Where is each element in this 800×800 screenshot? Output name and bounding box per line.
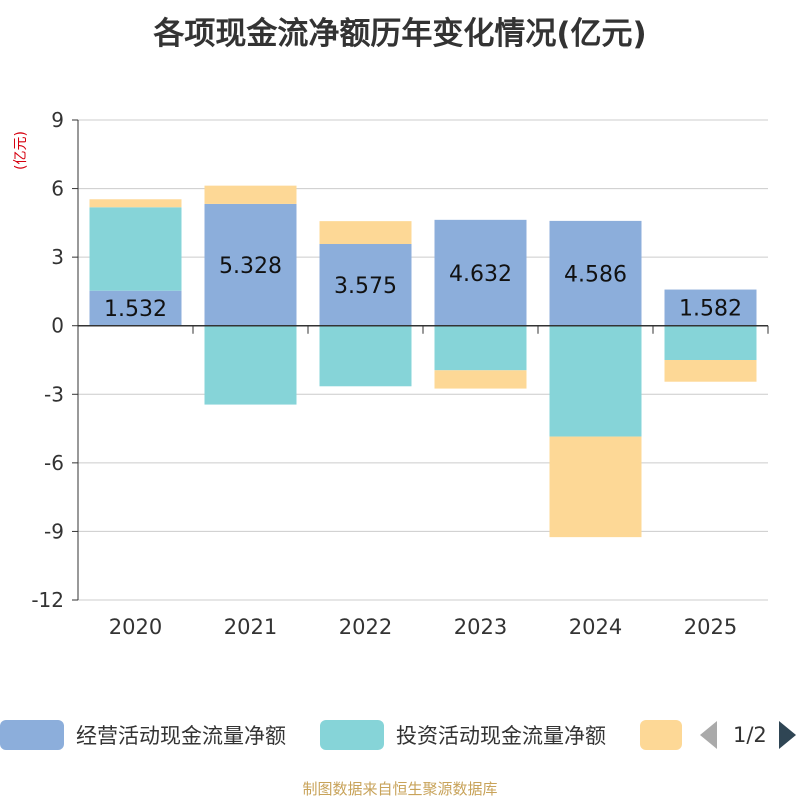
legend-swatch-operating bbox=[0, 720, 64, 750]
x-tick-label: 2022 bbox=[339, 615, 392, 639]
x-tick-label: 2021 bbox=[224, 615, 277, 639]
bar-data-label: 3.575 bbox=[334, 274, 397, 299]
legend-item-investing[interactable]: 投资活动现金流量净额 bbox=[320, 718, 606, 752]
legend-item-operating[interactable]: 经营活动现金流量净额 bbox=[0, 718, 286, 752]
chart-canvas: 9 6 3 0 -3 -6 -9 -12 1.532 5.328 3.575 4.632 4.586 1.… bbox=[31, 108, 769, 639]
bar-series-0-2021 bbox=[204, 203, 297, 326]
bar-series-0-2020 bbox=[89, 290, 182, 326]
x-tick-label: 2025 bbox=[684, 615, 737, 639]
bar-series-2-2020 bbox=[89, 199, 182, 208]
bar-series-1-2024 bbox=[549, 325, 642, 437]
y-tick-label: 3 bbox=[51, 245, 64, 269]
x-tick-label: 2020 bbox=[109, 615, 162, 639]
bar-data-label: 4.586 bbox=[564, 262, 627, 287]
bar-series-0-2023 bbox=[434, 219, 527, 326]
bar-series-2-2021 bbox=[204, 185, 297, 204]
bar-series-2-2022 bbox=[319, 221, 412, 244]
bar-series-1-2021 bbox=[204, 325, 297, 405]
legend-pager: 1/2 bbox=[700, 718, 796, 752]
y-tick-label: -12 bbox=[31, 588, 64, 612]
legend-swatch-financing bbox=[640, 720, 682, 750]
legend-swatch-investing bbox=[320, 720, 384, 750]
bar-series-1-2023 bbox=[434, 325, 527, 371]
bar-series-1-2020 bbox=[89, 207, 182, 291]
legend-item-financing[interactable] bbox=[640, 718, 682, 752]
bar-series-1-2025 bbox=[664, 325, 757, 360]
y-tick-label: -3 bbox=[44, 382, 64, 406]
bar-series-0-2024 bbox=[549, 220, 642, 326]
bar-series-2-2024 bbox=[549, 436, 642, 538]
bar-series-0-2025 bbox=[664, 289, 757, 326]
bar-data-label: 4.632 bbox=[449, 262, 512, 287]
y-tick-label: 0 bbox=[51, 314, 64, 338]
chart-title: 各项现金流净额历年变化情况(亿元) bbox=[153, 16, 647, 52]
x-tick-label: 2023 bbox=[454, 615, 507, 639]
y-tick-label: 6 bbox=[51, 177, 64, 201]
x-tick-label: 2024 bbox=[569, 615, 622, 639]
bar-series-2-2025 bbox=[664, 360, 757, 382]
bar-data-label: 5.328 bbox=[219, 254, 282, 279]
y-tick-label: 9 bbox=[51, 108, 64, 132]
bar-series-2-2023 bbox=[434, 370, 527, 389]
y-tick-label: -9 bbox=[44, 519, 64, 543]
bar-data-label: 1.532 bbox=[104, 297, 167, 322]
legend-page-indicator: 1/2 bbox=[733, 723, 767, 747]
y-tick-label: -6 bbox=[44, 451, 64, 475]
legend-next-arrow-icon[interactable] bbox=[778, 721, 796, 749]
bar-series-0-2022 bbox=[319, 244, 412, 326]
bar-series-1-2022 bbox=[319, 325, 412, 387]
bar-data-label: 1.582 bbox=[679, 297, 742, 322]
legend-prev-arrow-icon[interactable] bbox=[700, 721, 717, 749]
legend-label-operating: 经营活动现金流量净额 bbox=[76, 724, 286, 748]
legend-label-investing: 投资活动现金流量净额 bbox=[396, 724, 606, 748]
data-source-note: 制图数据来自恒生聚源数据库 bbox=[302, 780, 498, 798]
